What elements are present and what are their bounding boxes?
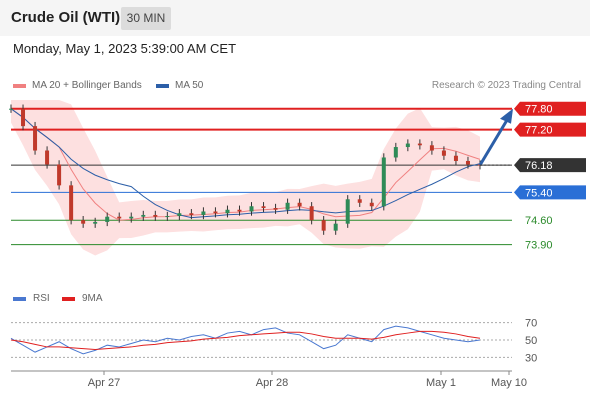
candle-body [369,202,374,207]
candle-body [237,209,242,212]
candle-body [105,216,110,222]
candle-body [153,214,158,217]
candle-body [297,202,302,207]
candle-body [417,143,422,146]
projection-arrow [478,115,511,166]
candle-body [117,216,122,219]
rsi-9ma-line [10,330,481,351]
level-box-77.80 [514,101,586,116]
x-label-3: May 10 [491,377,527,389]
rsi-tick-50: 50 [525,335,537,347]
candle-body [381,157,386,207]
candle-body [33,126,38,151]
candle-body [141,214,146,217]
candle-body [465,160,470,165]
candle-body [225,209,230,214]
candle-body [393,147,398,158]
candle-body [429,145,434,151]
9ma-legend-label: 9MA [82,293,103,304]
rsi-legend-swatch [13,297,26,301]
candle-body [69,185,74,221]
ma50-legend-label: MA 50 [175,80,204,91]
ma20-line [10,108,481,221]
candle-body [165,216,170,218]
level-box-75.40 [514,185,586,200]
rsi-legend-label: RSI [33,293,50,304]
candle-body [441,150,446,156]
projection-arrowhead [500,108,513,124]
candle-body [345,199,350,224]
ma20-legend-label: MA 20 + Bollinger Bands [32,80,142,91]
candle-body [249,206,254,212]
x-label-2: May 1 [426,377,456,389]
level-label-74.60: 74.60 [525,215,553,227]
candle-body [45,150,50,165]
candle-body [57,164,62,186]
level-label-77.20: 77.20 [525,125,553,137]
candle-body [189,213,194,215]
instrument-title: Crude Oil (WTI) [11,9,121,26]
level-label-76.18: 76.18 [525,160,553,172]
rsi-tick-30: 30 [525,352,537,364]
level-label-75.40: 75.40 [525,187,553,199]
candle-body [81,220,86,224]
candle-body [309,206,314,221]
candle-body [285,202,290,210]
level-box-77.20 [514,122,586,137]
ma20-legend-swatch [13,84,26,88]
candle-body [213,211,218,214]
x-label-0: Apr 27 [88,377,120,389]
candle-body [9,108,13,110]
level-box-76.18 [514,158,586,173]
ma50-line [10,108,481,219]
candle-body [177,213,182,217]
chart-header: Crude Oil (WTI) 30 MIN [0,0,590,36]
candle-body [357,199,362,203]
candle-body [129,216,134,219]
level-label-73.90: 73.90 [525,240,553,252]
x-label-1: Apr 28 [256,377,288,389]
level-label-77.80: 77.80 [525,104,553,116]
candle-body [273,208,278,210]
candle-body [93,221,98,224]
candle-body [201,211,206,215]
research-credit: Research © 2023 Trading Central [431,80,581,91]
candle-body [333,223,338,231]
rsi-line [10,325,481,355]
bollinger-band [11,100,480,256]
ma50-legend-swatch [156,84,169,88]
candle-body [321,220,326,231]
rsi-tick-70: 70 [525,318,537,330]
chart-datetime: Monday, May 1, 2023 5:39:00 AM CET [13,41,237,56]
candle-body [21,108,26,127]
candle-body [405,143,410,148]
timeframe-button[interactable]: 30 MIN [121,7,171,30]
9ma-legend-swatch [62,297,75,301]
candle-body [261,206,266,208]
candle-body [453,155,458,161]
